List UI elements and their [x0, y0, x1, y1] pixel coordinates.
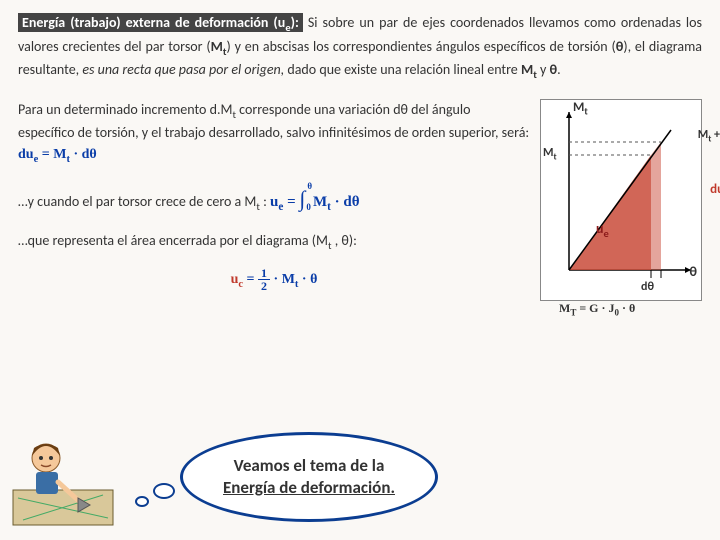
bubble-line2: Energía de deformación.: [223, 477, 395, 499]
para-1: Para un determinado incremento d.Mt corr…: [18, 99, 530, 168]
diagram-dtheta-label: dθ: [641, 280, 654, 294]
diagram-relation: MT = G · J0 · θ: [559, 301, 635, 317]
diagram-due-label: due: [710, 182, 720, 200]
diagram-mt-level: Mt: [543, 146, 557, 162]
formula-due: due = Mt · dθ: [18, 147, 97, 162]
draftsman-illustration: [8, 430, 118, 530]
intro-title: Energía (trabajo) externa de deformación…: [18, 13, 303, 32]
diagram-y-axis-label: Mt: [573, 100, 588, 118]
para-2: …y cuando el par torsor crece de cero a …: [18, 182, 530, 216]
speech-bubble: Veamos el tema de la Energía de deformac…: [120, 432, 690, 522]
mid-section: Para un determinado incremento d.Mt corr…: [18, 99, 702, 307]
diagram-mt-plus-dmt: Mt + d.Mt: [698, 128, 720, 144]
mt-theta-diagram: Mt Mt Mt + d.Mt due ue θ dθ MT = G · J0 …: [540, 99, 702, 301]
diagram-ue-label: ue: [596, 220, 609, 240]
diagram-x-axis-label: θ: [689, 263, 697, 280]
formula-uc: uc = 12 · Mt · θ: [18, 267, 530, 292]
bubble-line1: Veamos el tema de la: [223, 455, 395, 477]
intro-paragraph: Energía (trabajo) externa de deformación…: [18, 12, 702, 83]
para-3: …que representa el área encerrada por el…: [18, 230, 530, 254]
formula-ue-integral: ue = ∫θ0 Mt · dθ: [270, 194, 360, 210]
body-text: Para un determinado incremento d.Mt corr…: [18, 99, 530, 307]
